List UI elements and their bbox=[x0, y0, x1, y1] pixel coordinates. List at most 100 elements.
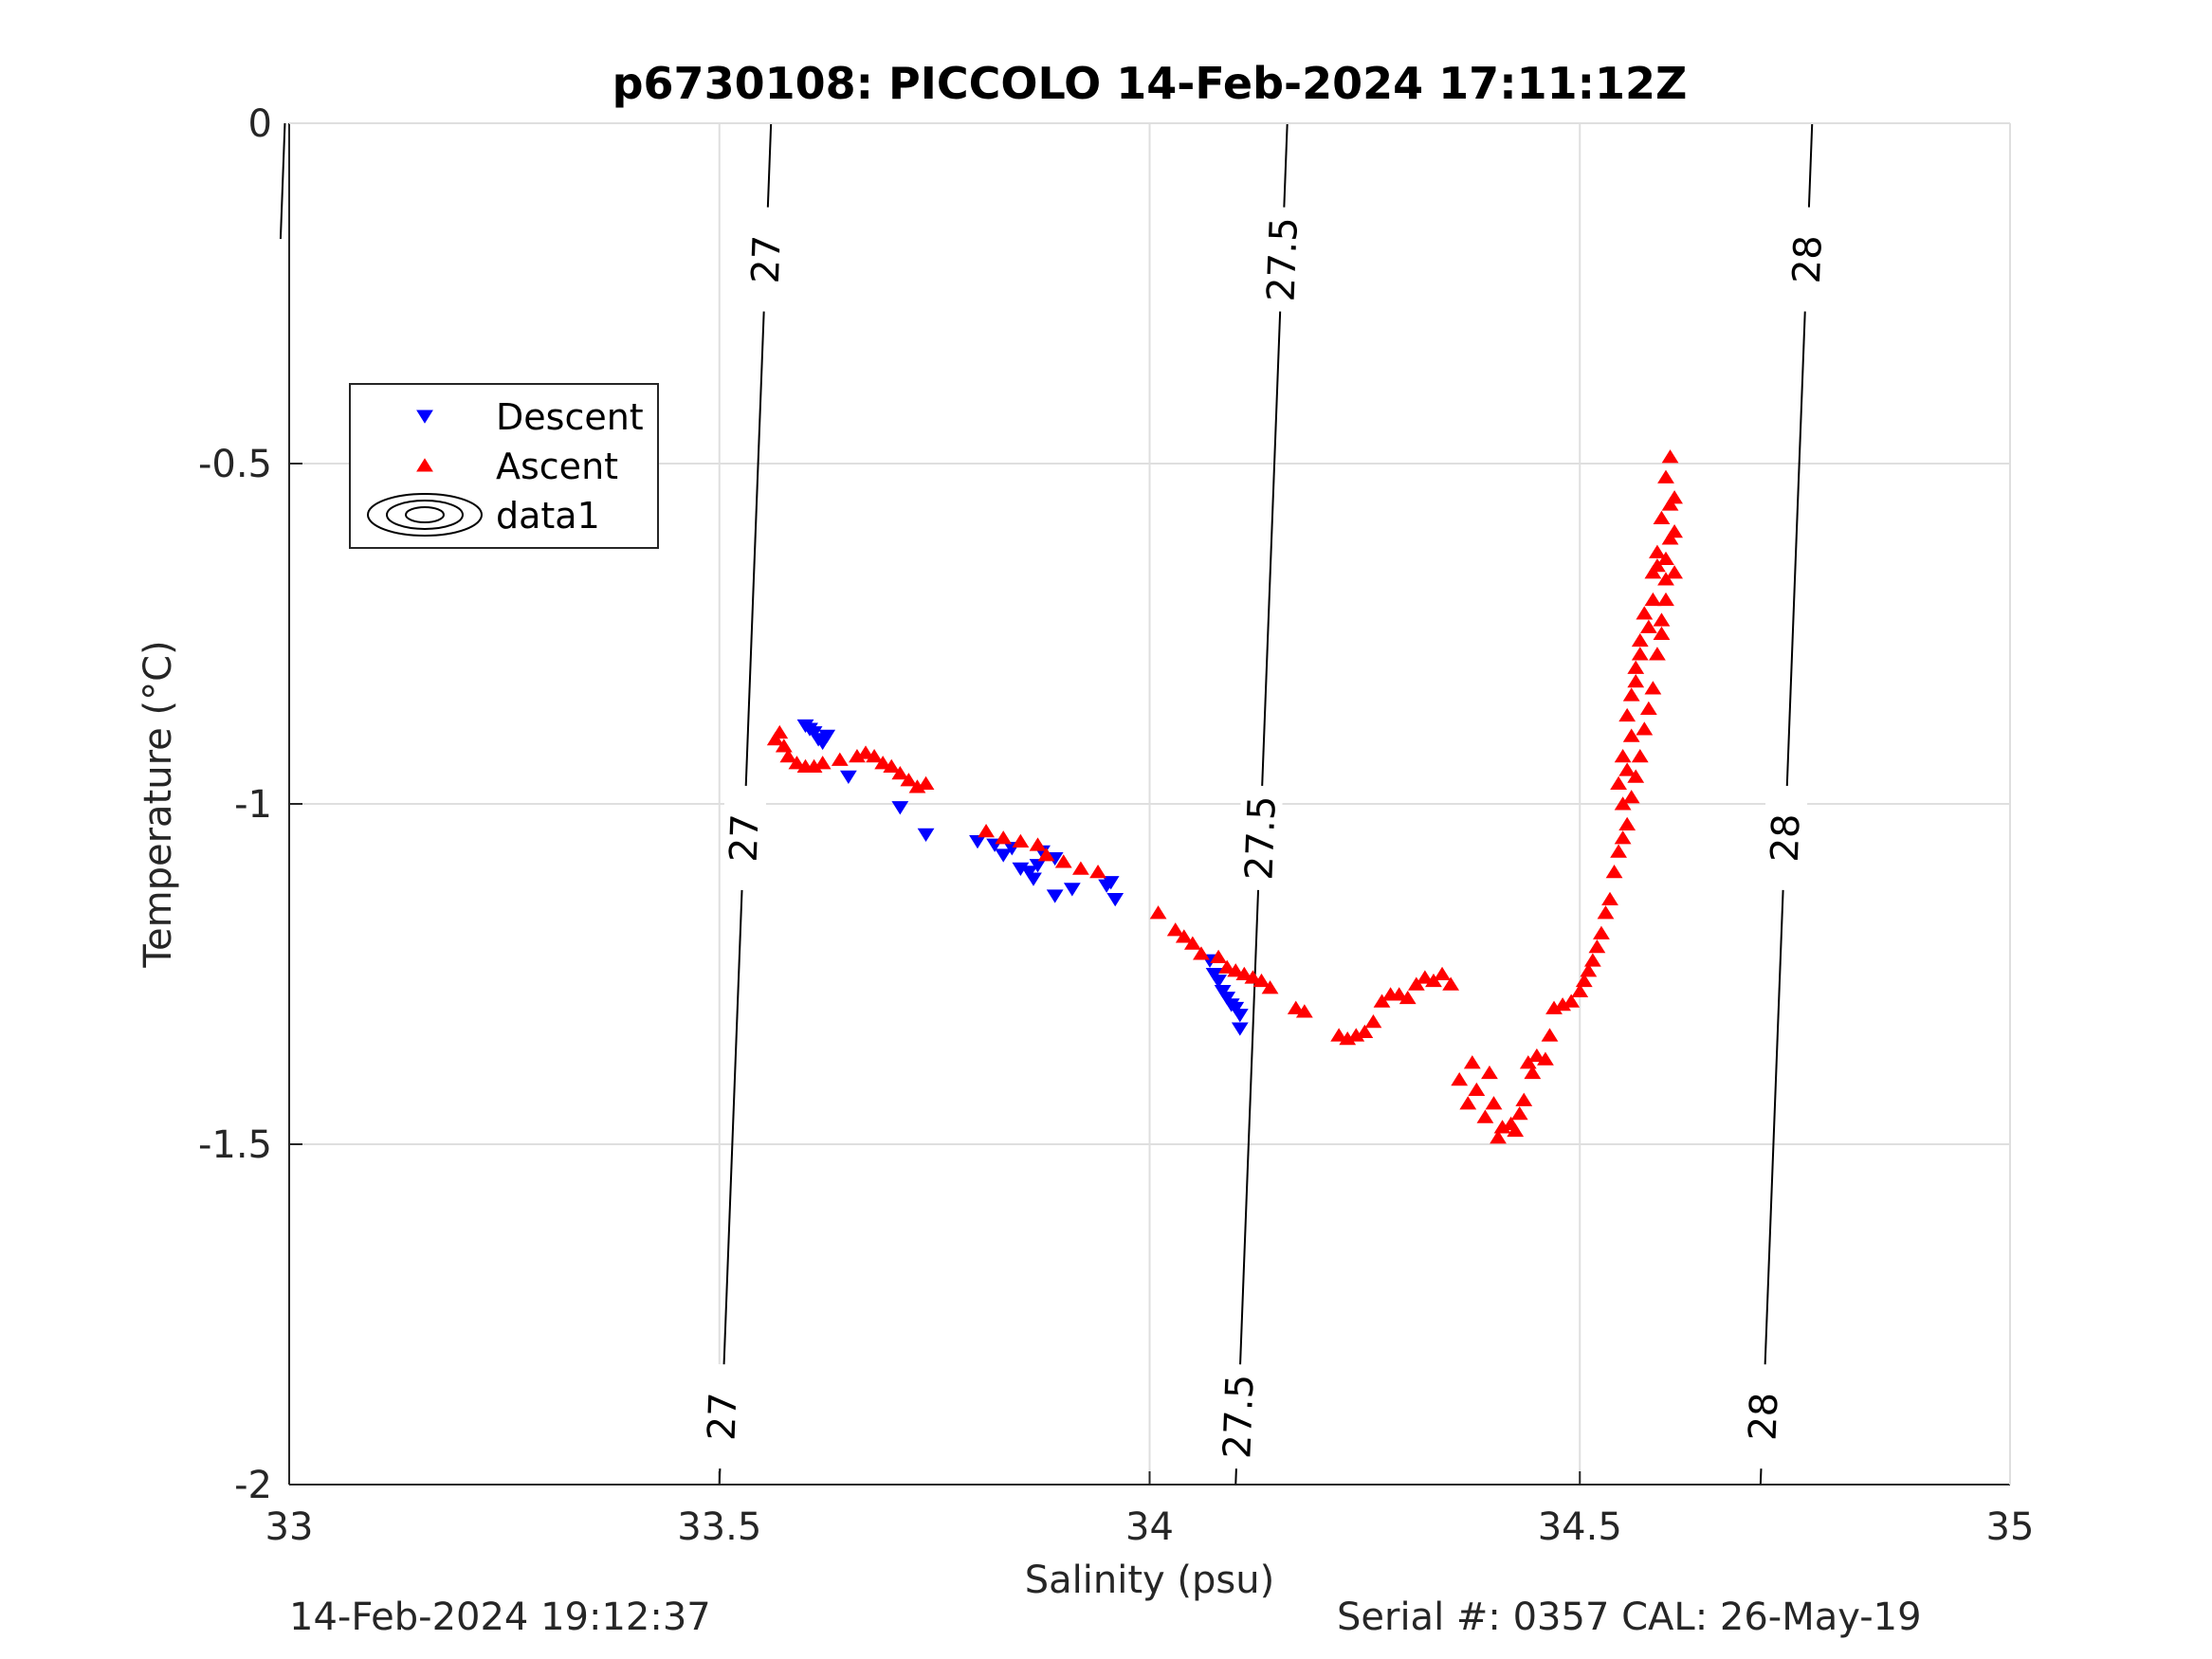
descent-point bbox=[1231, 1009, 1249, 1023]
ascent-point bbox=[1054, 854, 1072, 868]
ascent-point bbox=[1597, 905, 1615, 920]
descent-point bbox=[1214, 984, 1232, 999]
descent-point bbox=[1020, 866, 1038, 880]
ascent-point bbox=[1639, 619, 1657, 633]
ascent-point bbox=[1575, 973, 1593, 988]
ascent-point bbox=[1636, 721, 1654, 736]
descent-point bbox=[839, 770, 857, 785]
footer-timestamp: 14-Feb-2024 19:12:37 bbox=[289, 1595, 711, 1639]
ascent-point bbox=[788, 756, 806, 770]
descent-point bbox=[805, 726, 823, 740]
ascent-point bbox=[1610, 844, 1627, 858]
ascent-point bbox=[1463, 1055, 1481, 1069]
descent-point bbox=[1205, 968, 1223, 982]
axes bbox=[288, 122, 2011, 1486]
contour-label-background bbox=[1740, 1363, 1786, 1469]
contour-label-background bbox=[742, 206, 789, 313]
ascent-point bbox=[1029, 837, 1047, 851]
ascent-point bbox=[1661, 531, 1679, 545]
legend-contour-marker bbox=[367, 493, 483, 537]
ascent-point bbox=[1571, 983, 1589, 997]
ascent-point bbox=[1614, 796, 1632, 811]
ascent-point bbox=[1537, 1051, 1554, 1066]
x-axis-label: Salinity (psu) bbox=[1025, 1559, 1274, 1602]
legend-contour-marker bbox=[386, 500, 464, 530]
ascent-point bbox=[1541, 1028, 1559, 1042]
ascent-point bbox=[874, 756, 892, 770]
ascent-point bbox=[1183, 936, 1201, 950]
contour-label-background bbox=[1762, 785, 1808, 891]
descent-point bbox=[1227, 1001, 1245, 1016]
density-contours: 27 27 27 27.5 27.5 27.5 28 28 28 bbox=[279, 122, 1831, 1486]
ascent-point bbox=[1593, 925, 1610, 939]
grid-lines bbox=[288, 122, 2011, 1486]
ascent-point bbox=[1618, 762, 1636, 776]
descent-series bbox=[796, 719, 1249, 1036]
descent-point bbox=[917, 828, 935, 843]
ascent-point bbox=[831, 752, 849, 766]
ascent-point bbox=[1661, 449, 1679, 464]
ascent-point bbox=[1330, 1028, 1348, 1042]
ascent-point bbox=[1481, 1065, 1498, 1080]
ascent-point bbox=[1653, 626, 1671, 640]
descent-point bbox=[1102, 876, 1120, 890]
contour-label: 27.5 bbox=[1237, 795, 1284, 882]
ascent-point bbox=[1037, 848, 1055, 862]
ascent-point bbox=[1459, 1096, 1477, 1110]
ascent-point bbox=[1601, 891, 1618, 906]
ascent-point bbox=[1407, 976, 1425, 991]
ascent-point bbox=[1149, 905, 1167, 920]
ascent-point bbox=[1519, 1055, 1537, 1069]
ascent-point bbox=[1622, 728, 1640, 742]
ascent-point bbox=[1627, 674, 1645, 688]
ascent-point bbox=[1451, 1072, 1469, 1086]
ascent-point bbox=[1390, 987, 1408, 1001]
x-tick-label: 34 bbox=[1125, 1505, 1174, 1549]
ascent-point bbox=[1434, 966, 1451, 980]
ascent-point bbox=[1580, 963, 1598, 977]
ascent-point bbox=[1631, 632, 1649, 647]
ascent-point bbox=[1507, 1122, 1525, 1138]
ascent-point bbox=[1442, 976, 1460, 991]
descent-point bbox=[818, 729, 836, 743]
ascent-point bbox=[1653, 510, 1671, 524]
ascent-point bbox=[1614, 830, 1632, 845]
ascent-point bbox=[1627, 660, 1645, 674]
y-tick-label: -2 bbox=[234, 1464, 272, 1507]
ascent-point bbox=[1490, 1130, 1507, 1144]
ascent-point bbox=[978, 823, 995, 838]
ascent-point bbox=[857, 745, 874, 759]
ascent-point bbox=[1644, 681, 1662, 695]
legend-ascent-marker bbox=[416, 458, 433, 472]
descent-point bbox=[1063, 883, 1081, 897]
ascent-point bbox=[1218, 959, 1236, 974]
legend-label: data1 bbox=[496, 495, 600, 537]
ascent-point bbox=[1527, 1048, 1545, 1063]
ascent-point bbox=[1618, 707, 1636, 722]
axis-labels: 33 33.5 34 34.5 35 0 -0.5 -1 -1.5 -2 p6730108: PIC… bbox=[137, 58, 2034, 1602]
ascent-point bbox=[1636, 606, 1654, 620]
ascent-point bbox=[1588, 939, 1606, 954]
legend-box bbox=[349, 383, 659, 549]
ascent-point bbox=[1631, 748, 1649, 763]
contour-label-background bbox=[699, 1363, 745, 1469]
contour-label-background bbox=[1259, 206, 1306, 313]
ascent-point bbox=[883, 758, 901, 774]
x-tick-label: 33 bbox=[265, 1505, 314, 1549]
ascent-point bbox=[1287, 1000, 1305, 1014]
ascent-point bbox=[1622, 687, 1640, 702]
ascent-point bbox=[917, 775, 935, 790]
ascent-point bbox=[1476, 1109, 1494, 1123]
descent-point bbox=[1029, 859, 1047, 873]
ascent-point bbox=[1468, 1082, 1486, 1097]
ascent-point bbox=[1364, 1014, 1382, 1029]
descent-point bbox=[1218, 992, 1236, 1006]
y-tick-label: 0 bbox=[248, 102, 272, 146]
descent-point bbox=[1231, 1022, 1249, 1036]
ascent-point bbox=[1373, 994, 1391, 1008]
ascent-point bbox=[1653, 612, 1671, 627]
ascent-point bbox=[1515, 1092, 1533, 1106]
chart-title: p6730108: PICCOLO 14-Feb-2024 17:11:12Z bbox=[612, 58, 1688, 109]
ascent-point bbox=[779, 748, 797, 763]
ascent-point bbox=[1416, 970, 1434, 984]
